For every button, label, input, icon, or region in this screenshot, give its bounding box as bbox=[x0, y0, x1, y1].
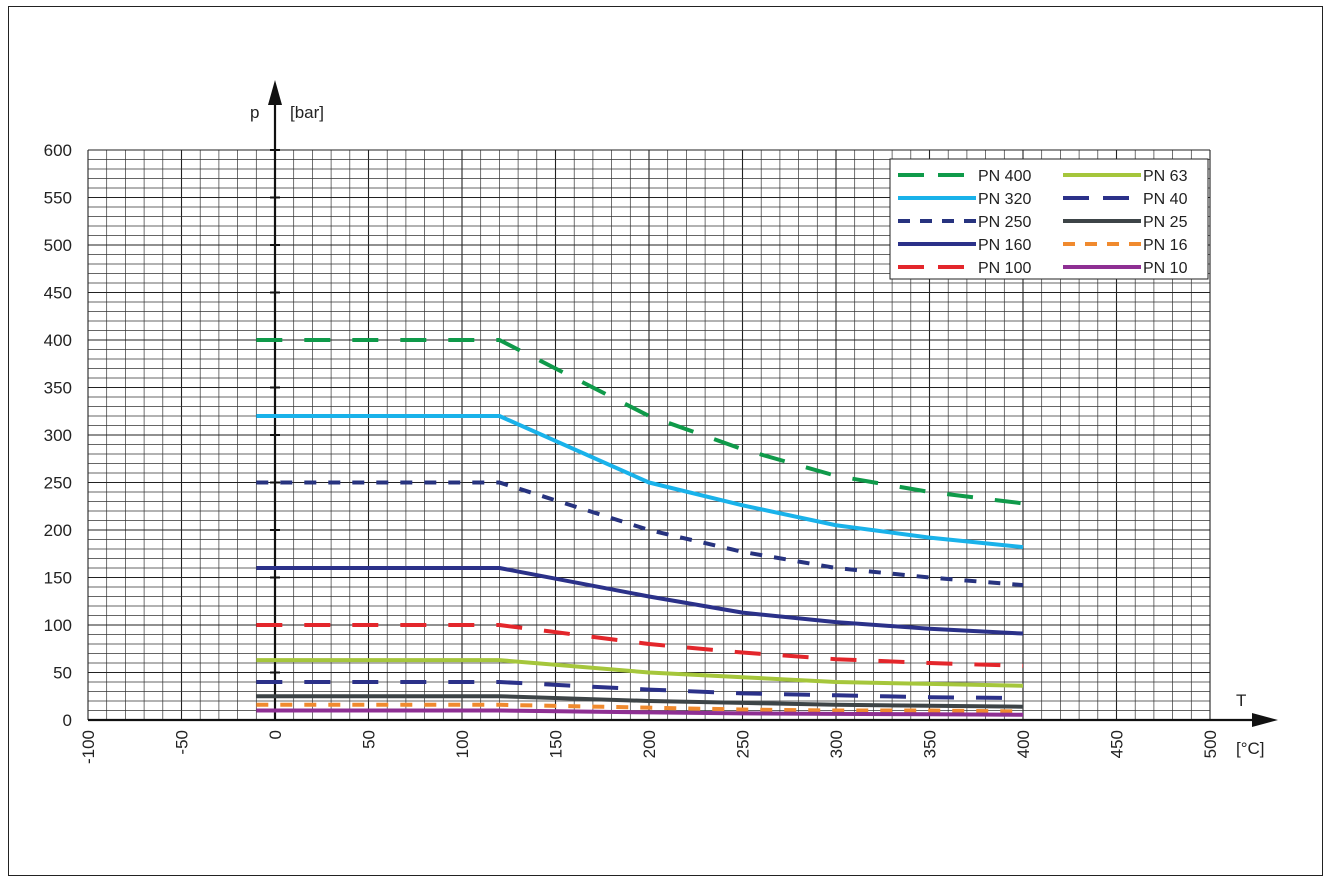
x-tick-label: -100 bbox=[79, 730, 98, 764]
x-tick-label: 100 bbox=[453, 730, 472, 758]
y-tick-label: 50 bbox=[53, 664, 72, 683]
legend-label: PN 10 bbox=[1143, 260, 1188, 277]
axes: 050100150200250300350400450500550600-100… bbox=[44, 80, 1278, 764]
series-line-pn-400 bbox=[256, 338, 1024, 506]
legend-label: PN 63 bbox=[1143, 168, 1188, 185]
y-tick-label: 400 bbox=[44, 331, 72, 350]
y-tick-label: 0 bbox=[63, 711, 72, 730]
series-group bbox=[256, 338, 1024, 717]
legend-label: PN 25 bbox=[1143, 214, 1188, 231]
y-tick-label: 200 bbox=[44, 521, 72, 540]
x-tick-label: 400 bbox=[1014, 730, 1033, 758]
legend-label: PN 40 bbox=[1143, 191, 1188, 208]
series-line-pn-25 bbox=[256, 694, 1024, 709]
x-axis-arrow-icon bbox=[1252, 713, 1278, 727]
x-tick-label: 500 bbox=[1201, 730, 1220, 758]
legend-label: PN 400 bbox=[978, 168, 1031, 185]
series-line-pn-160 bbox=[256, 566, 1024, 636]
x-tick-label: 150 bbox=[547, 730, 566, 758]
x-tick-label: 0 bbox=[266, 730, 285, 739]
chart-frame bbox=[8, 6, 1323, 876]
series-line-pn-320 bbox=[256, 414, 1024, 550]
legend-label: PN 250 bbox=[978, 214, 1031, 231]
y-axis-symbol: p bbox=[250, 103, 259, 122]
y-tick-label: 300 bbox=[44, 426, 72, 445]
y-tick-label: 350 bbox=[44, 379, 72, 398]
series-line-pn-16 bbox=[256, 702, 1024, 714]
x-axis-symbol: T bbox=[1236, 691, 1246, 710]
y-tick-label: 150 bbox=[44, 569, 72, 588]
x-tick-label: 450 bbox=[1108, 730, 1127, 758]
x-tick-label: 200 bbox=[640, 730, 659, 758]
x-tick-label: 350 bbox=[921, 730, 940, 758]
y-tick-label: 250 bbox=[44, 474, 72, 493]
series-line-pn-63 bbox=[256, 658, 1024, 688]
x-tick-label: 300 bbox=[827, 730, 846, 758]
y-axis-unit: [bar] bbox=[290, 103, 324, 122]
x-tick-label: 250 bbox=[734, 730, 753, 758]
legend: PN 400 PN 320 PN 250 PN 160 PN 100 PN 63 PN 40… bbox=[889, 158, 1209, 280]
axis-labels: p [bar] T [°C] bbox=[250, 103, 1265, 758]
y-axis-arrow-icon bbox=[268, 80, 282, 105]
y-tick-label: 500 bbox=[44, 236, 72, 255]
y-tick-label: 600 bbox=[44, 141, 72, 160]
y-tick-label: 550 bbox=[44, 189, 72, 208]
legend-label: PN 100 bbox=[978, 260, 1031, 277]
legend-label: PN 160 bbox=[978, 237, 1031, 254]
legend-label: PN 16 bbox=[1143, 237, 1188, 254]
series-line-pn-40 bbox=[256, 680, 1024, 701]
series-line-pn-10 bbox=[256, 708, 1024, 717]
x-axis-unit: [°C] bbox=[1236, 739, 1265, 758]
x-tick-label: -50 bbox=[173, 730, 192, 755]
series-line-pn-100 bbox=[256, 623, 1024, 668]
y-tick-label: 100 bbox=[44, 616, 72, 635]
series-line-pn-250 bbox=[256, 480, 1024, 588]
legend-label: PN 320 bbox=[978, 191, 1031, 208]
y-tick-label: 450 bbox=[44, 284, 72, 303]
x-tick-label: 50 bbox=[360, 730, 379, 749]
